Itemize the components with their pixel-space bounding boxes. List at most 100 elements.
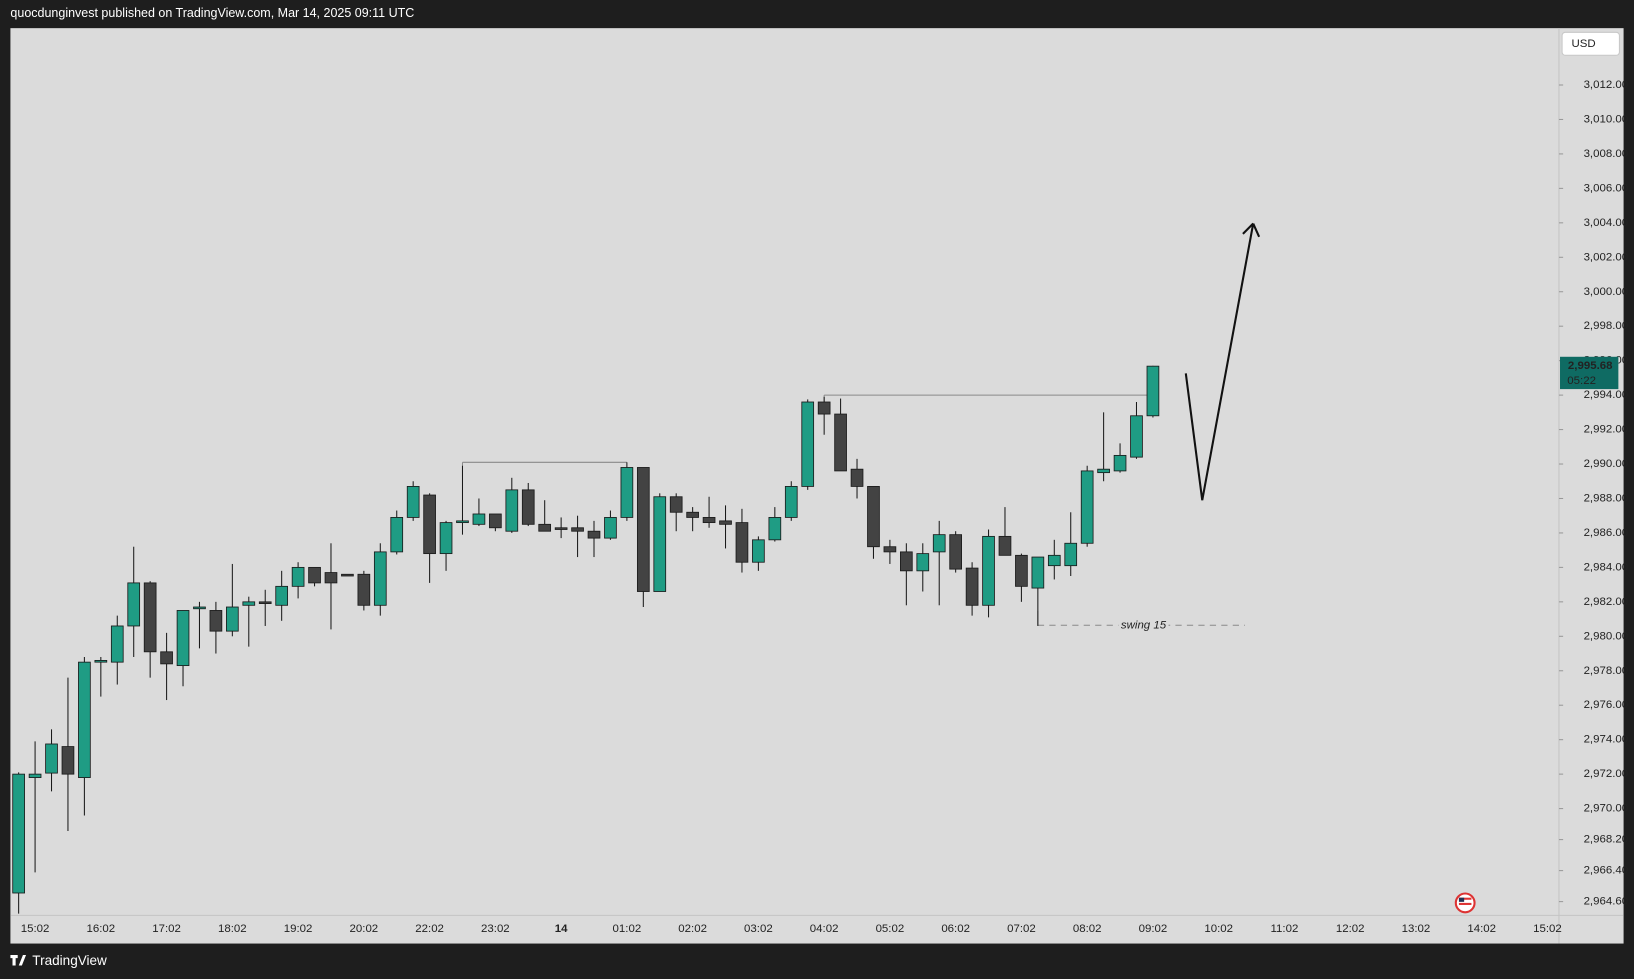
candle-body bbox=[900, 551, 913, 572]
candle-body bbox=[472, 513, 486, 525]
y-tick-label: 2,986.00 bbox=[1584, 527, 1629, 539]
flag-circle bbox=[1454, 892, 1476, 914]
candle-body bbox=[1015, 554, 1028, 587]
candle-body bbox=[587, 530, 601, 539]
x-tick-label: 14:02 bbox=[1467, 923, 1496, 935]
candle-body bbox=[719, 520, 732, 525]
x-tick-label: 04:02 bbox=[810, 923, 839, 935]
candle-body bbox=[965, 567, 979, 606]
candle-body bbox=[226, 606, 239, 632]
candle-body bbox=[653, 496, 667, 592]
candle-body bbox=[61, 746, 75, 775]
candle-body bbox=[554, 527, 568, 530]
candle-body bbox=[489, 513, 502, 529]
x-tick-label: 16:02 bbox=[87, 923, 116, 935]
candle-body bbox=[867, 486, 880, 548]
logo[interactable]: TradingView bbox=[10, 953, 107, 968]
y-tick-label: 2,984.00 bbox=[1584, 561, 1629, 573]
candle-body bbox=[258, 601, 272, 604]
candle-body bbox=[143, 582, 157, 653]
candle-body bbox=[686, 511, 699, 518]
candle-body bbox=[12, 773, 25, 894]
y-tick-label: 2,982.00 bbox=[1584, 596, 1629, 608]
x-tick-label: 15:02 bbox=[1533, 923, 1562, 935]
x-tick-label: 20:02 bbox=[350, 923, 379, 935]
candle-body bbox=[45, 743, 58, 774]
candle-body bbox=[242, 601, 256, 606]
y-tick-label: 3,004.00 bbox=[1584, 217, 1629, 229]
candle-body bbox=[735, 522, 749, 563]
candle-body bbox=[620, 467, 634, 518]
candle-body bbox=[752, 539, 765, 563]
x-tick-label: 17:02 bbox=[152, 923, 181, 935]
candle-body bbox=[636, 467, 650, 592]
candle-body bbox=[768, 517, 782, 541]
x-tick-label: 06:02 bbox=[941, 923, 970, 935]
candle-body bbox=[110, 625, 124, 663]
y-tick-label: 2,988.00 bbox=[1584, 493, 1629, 505]
candle-body bbox=[998, 535, 1012, 556]
x-tick-label: 07:02 bbox=[1007, 923, 1036, 935]
y-tick-label: 2,974.00 bbox=[1584, 734, 1629, 746]
y-tick-label: 2,966.40 bbox=[1584, 865, 1629, 877]
swing-label: swing 15 bbox=[1121, 619, 1167, 631]
arrow-head bbox=[1252, 223, 1261, 238]
currency-box[interactable] bbox=[1561, 31, 1620, 56]
y-tick-label: 2,970.00 bbox=[1584, 803, 1629, 815]
y-tick-label: 3,000.00 bbox=[1584, 286, 1629, 298]
candle-body bbox=[505, 489, 519, 532]
candle-body bbox=[127, 582, 141, 627]
candle-body bbox=[357, 573, 371, 606]
candle-body bbox=[209, 610, 223, 632]
candle-body bbox=[801, 401, 815, 487]
candle-body bbox=[702, 517, 716, 524]
y-tick-label: 3,010.00 bbox=[1584, 113, 1629, 125]
candle-body bbox=[373, 551, 387, 606]
candle-body bbox=[193, 606, 206, 610]
candle-body bbox=[982, 535, 995, 606]
candle-body bbox=[949, 534, 962, 570]
x-tick-label: 05:02 bbox=[876, 923, 905, 935]
arrow-head bbox=[1242, 222, 1254, 235]
y-tick-label: 2,992.00 bbox=[1584, 424, 1629, 436]
candle-body bbox=[423, 494, 436, 555]
y-tick-label: 2,972.00 bbox=[1584, 768, 1629, 780]
candle-body bbox=[94, 660, 108, 663]
y-tick-label: 3,012.00 bbox=[1584, 79, 1629, 91]
candle-body bbox=[324, 572, 338, 584]
candle-body bbox=[406, 486, 420, 518]
candle-body bbox=[176, 610, 190, 667]
candle-body bbox=[78, 661, 91, 778]
brand: TradingView bbox=[32, 953, 107, 968]
x-tick-label: 14 bbox=[555, 923, 568, 935]
y-tick-label: 3,002.00 bbox=[1584, 251, 1629, 263]
x-tick-label: 09:02 bbox=[1139, 923, 1168, 935]
y-tick-label: 2,998.00 bbox=[1584, 320, 1629, 332]
candle-body bbox=[341, 573, 354, 577]
y-tick-label: 2,978.00 bbox=[1584, 665, 1629, 677]
y-tick-label: 2,968.20 bbox=[1584, 834, 1629, 846]
flag-icon[interactable] bbox=[1454, 892, 1476, 914]
x-tick-label: 12:02 bbox=[1336, 923, 1365, 935]
candle-body bbox=[1146, 365, 1160, 417]
candle-body bbox=[1064, 542, 1078, 567]
candle-body bbox=[521, 489, 535, 525]
candle-body bbox=[275, 585, 288, 606]
x-tick-label: 19:02 bbox=[284, 923, 313, 935]
flag-canton bbox=[1458, 897, 1465, 902]
x-tick-label: 15:02 bbox=[21, 923, 50, 935]
candle-body bbox=[28, 773, 42, 778]
candle-body bbox=[784, 486, 798, 518]
y-tick-label: 2,976.00 bbox=[1584, 699, 1629, 711]
flag-stripe bbox=[1458, 902, 1472, 905]
publisher: quocdunginvest published on TradingView.… bbox=[10, 6, 414, 20]
y-tick-label: 2,994.00 bbox=[1584, 389, 1629, 401]
y-tick-label: 2,990.00 bbox=[1584, 458, 1629, 470]
last-price-tag bbox=[1560, 356, 1619, 390]
swing-label-bg bbox=[1118, 617, 1169, 633]
y-tick-label: 2,964.60 bbox=[1584, 896, 1629, 908]
candle-body bbox=[1080, 470, 1094, 544]
candle-body bbox=[1031, 556, 1045, 589]
